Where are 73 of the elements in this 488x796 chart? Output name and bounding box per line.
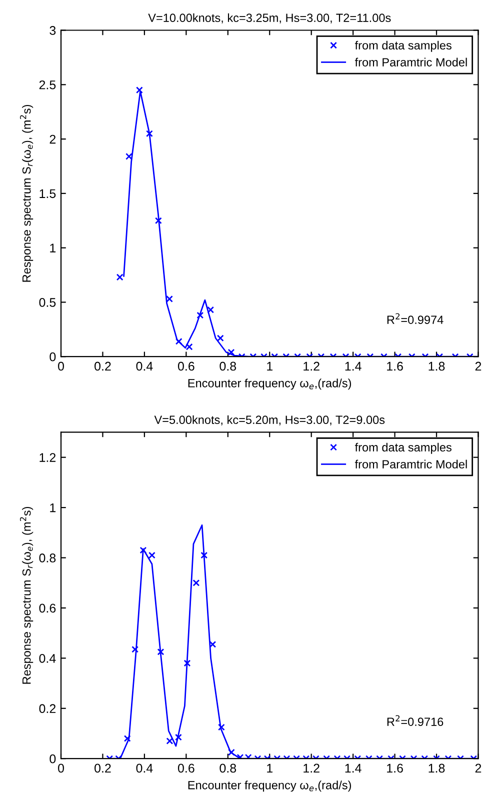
x-tick-label: 0.8 bbox=[220, 362, 236, 371]
x-tick-label: 1.2 bbox=[304, 764, 320, 773]
x-tick-label: 1.6 bbox=[387, 764, 403, 773]
point bbox=[207, 306, 214, 314]
point bbox=[116, 274, 124, 281]
chart-title: V=5.00knots, kc=5.20m, Hs=3.00, T2=9.00s bbox=[154, 415, 385, 426]
y-tick-label: 0.5 bbox=[39, 298, 56, 307]
y-tick-label: 2.5 bbox=[39, 80, 56, 90]
x-tick-label: 1 bbox=[267, 362, 272, 371]
x-tick-label: 1.8 bbox=[428, 362, 445, 371]
point bbox=[166, 738, 174, 744]
annotation: R$^{2}$=0.9716 bbox=[387, 715, 444, 726]
y-tick-label: 1 bbox=[50, 503, 56, 512]
x-tick-label: 1.2 bbox=[304, 362, 320, 371]
y-tick-label: 0 bbox=[50, 754, 56, 764]
point bbox=[209, 640, 216, 648]
y-tick-label: 1 bbox=[50, 244, 56, 252]
x-tick-label: 1.6 bbox=[387, 362, 403, 371]
point bbox=[166, 295, 173, 302]
point bbox=[228, 748, 235, 756]
x-tick-label: 0.2 bbox=[94, 362, 111, 371]
y-tick-label: 0.4 bbox=[39, 654, 56, 663]
point bbox=[218, 724, 225, 731]
y-tick-label: 0 bbox=[50, 352, 56, 362]
point bbox=[196, 312, 204, 319]
point bbox=[146, 130, 153, 138]
point bbox=[186, 343, 193, 350]
x-axis-title: Encounter frequency ω$_{e}$,(rad/s) bbox=[188, 378, 352, 390]
point bbox=[124, 735, 131, 742]
legend-label: from data samples bbox=[354, 40, 452, 52]
point bbox=[126, 152, 132, 160]
point bbox=[157, 648, 164, 656]
point bbox=[184, 660, 191, 667]
x-tick-label: 1.4 bbox=[345, 764, 362, 773]
y-tick-label: 0.8 bbox=[39, 554, 56, 562]
legend-label: from Paramtric Model bbox=[354, 58, 467, 66]
x-tick-label: 2 bbox=[475, 764, 482, 773]
point bbox=[132, 646, 139, 653]
x-tick-label: 0 bbox=[58, 764, 64, 773]
point bbox=[175, 338, 182, 345]
point bbox=[140, 546, 147, 554]
y-axis-title: Response spectrum S$_{r}$(ω$_{e}$), (m$^{2}$s) bbox=[20, 506, 34, 684]
x-tick-label: 1.8 bbox=[428, 764, 445, 773]
x-tick-label: 0.4 bbox=[136, 362, 153, 371]
point bbox=[148, 552, 156, 559]
y-axis-title: Response spectrum S$_{r}$(ω$_{e}$), (m$^{2}$s) bbox=[20, 104, 34, 282]
y-tick-label: 2 bbox=[50, 134, 56, 144]
x-tick-label: 0.2 bbox=[94, 764, 111, 773]
point bbox=[200, 552, 208, 559]
point bbox=[136, 86, 143, 94]
x-tick-label: 0.8 bbox=[220, 764, 236, 773]
x-tick-label: 1.4 bbox=[345, 362, 362, 371]
x-tick-label: 0.4 bbox=[136, 764, 153, 773]
x-tick-label: 2 bbox=[475, 362, 482, 371]
x-tick-label: 1 bbox=[267, 764, 272, 773]
annotation: R$^{2}$=0.9974 bbox=[387, 313, 444, 324]
y-tick-label: 1.2 bbox=[40, 453, 56, 462]
y-tick-label: 0.2 bbox=[39, 704, 56, 714]
point bbox=[174, 734, 182, 741]
legend-label: from Paramtric Model bbox=[354, 460, 467, 468]
x-tick-label: 0.6 bbox=[178, 764, 194, 773]
point bbox=[228, 348, 235, 356]
y-tick-label: 3 bbox=[50, 26, 56, 35]
x-tick-label: 0 bbox=[58, 362, 64, 371]
point bbox=[192, 579, 200, 586]
y-tick-label: 1.5 bbox=[40, 189, 56, 198]
x-axis-title: Encounter frequency ω$_{e}$,(rad/s) bbox=[188, 780, 352, 792]
legend-label: from data samples bbox=[354, 442, 452, 454]
x-tick-label: 0.6 bbox=[178, 362, 194, 371]
point bbox=[216, 334, 224, 342]
point bbox=[154, 217, 162, 224]
y-tick-label: 0.6 bbox=[39, 604, 56, 613]
chart-title: V=10.00knots, kc=3.25m, Hs=3.00, T2=11.00s bbox=[148, 13, 391, 24]
